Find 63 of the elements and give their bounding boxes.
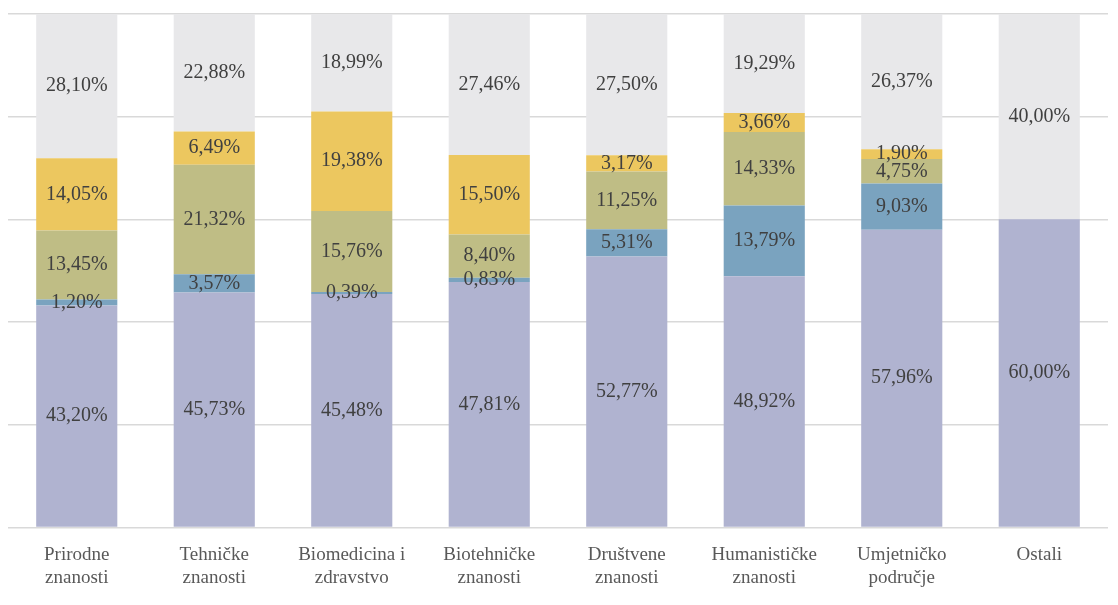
data-label: 8,40% — [463, 243, 516, 266]
bar — [998, 14, 1080, 220]
bar — [861, 229, 943, 527]
x-tick-label: Ostali — [1016, 542, 1062, 564]
data-label: 3,57% — [188, 270, 241, 293]
bar — [36, 14, 118, 159]
bar — [36, 158, 118, 231]
x-tick-label: Umjetničko područje — [856, 542, 947, 587]
data-label: 57,96% — [870, 365, 933, 388]
data-label: 3,66% — [738, 109, 791, 132]
bar — [861, 183, 943, 230]
bar — [723, 14, 805, 114]
data-label: 3,17% — [600, 150, 653, 173]
data-label: 47,81% — [458, 391, 521, 414]
bar — [448, 154, 530, 235]
data-label: 14,33% — [733, 155, 796, 178]
data-label: 15,76% — [320, 238, 383, 261]
data-label: 52,77% — [595, 378, 658, 401]
bar — [173, 14, 255, 132]
data-label: 15,50% — [458, 182, 521, 205]
data-label: 0,83% — [463, 267, 516, 290]
data-label: 21,32% — [183, 206, 246, 229]
bar — [311, 14, 393, 112]
data-label: 0,39% — [325, 280, 378, 303]
data-label: 9,03% — [875, 193, 928, 216]
bar — [311, 111, 393, 211]
bar — [723, 131, 805, 206]
bar — [723, 276, 805, 527]
data-label: 45,48% — [320, 397, 383, 420]
data-label: 13,79% — [733, 228, 796, 251]
x-tick-label: Biotehničke znanosti — [443, 542, 536, 587]
data-label: 45,73% — [183, 396, 246, 419]
bar — [723, 205, 805, 277]
bar — [173, 292, 255, 527]
data-label: 26,37% — [870, 68, 933, 91]
x-tick-label: Prirodne znanosti — [44, 542, 110, 587]
x-tick-label: Tehničke znanosti — [179, 542, 249, 587]
data-label: 19,29% — [733, 50, 796, 73]
data-label: 22,88% — [183, 60, 246, 83]
data-label: 60,00% — [1008, 360, 1071, 383]
bar — [173, 164, 255, 275]
data-label: 13,45% — [45, 252, 108, 275]
data-label: 19,38% — [320, 148, 383, 171]
bar — [586, 14, 668, 156]
data-label: 14,05% — [45, 181, 108, 204]
x-tick-label: Humanističke znanosti — [711, 542, 818, 587]
data-label: 1,20% — [50, 289, 103, 312]
x-tick-label: Društvene znanosti — [587, 542, 666, 587]
data-label: 6,49% — [188, 135, 241, 158]
data-label: 27,50% — [595, 71, 658, 94]
x-tick-label: Biomedicina i zdravstvo — [298, 542, 406, 587]
bar — [448, 14, 530, 155]
bar — [998, 219, 1080, 527]
data-label: 28,10% — [45, 73, 108, 96]
bar — [586, 256, 668, 527]
bar — [586, 171, 668, 230]
data-label: 43,20% — [45, 403, 108, 426]
data-label: 27,46% — [458, 71, 521, 94]
data-label: 40,00% — [1008, 103, 1071, 126]
data-label: 48,92% — [733, 388, 796, 411]
data-label: 5,31% — [600, 230, 653, 253]
data-label: 18,99% — [320, 50, 383, 72]
data-label: 11,25% — [596, 187, 658, 210]
